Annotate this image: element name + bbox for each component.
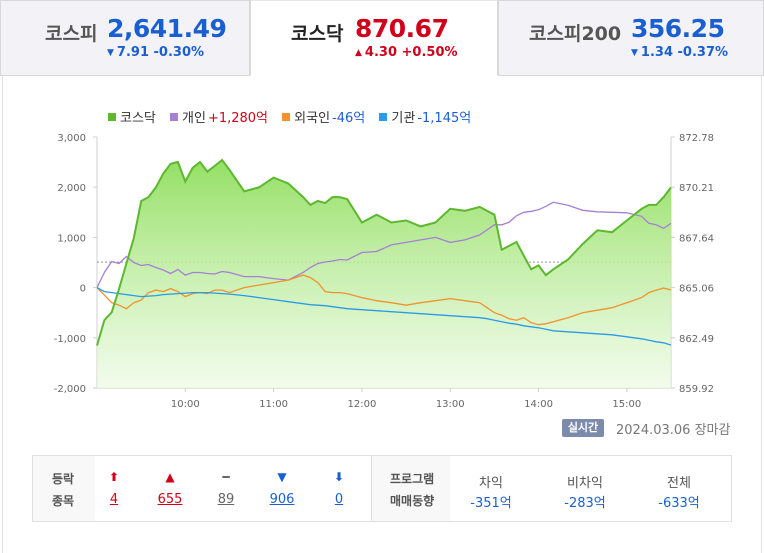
- non-arbitrage-label: 비차익: [567, 476, 603, 491]
- tab-kospi-change-amount: 7.91: [116, 45, 149, 60]
- series-line-institution: [96, 287, 672, 346]
- lower-limit-count[interactable]: 0: [334, 492, 344, 507]
- breadth-header: 등락 종목: [33, 456, 95, 521]
- tab-kosdaq-value: 870.67: [355, 14, 449, 43]
- y-right-tick-label: 862.49: [679, 334, 714, 345]
- tab-kospi200-name: 코스피200: [529, 23, 622, 45]
- y-left-tick-label: 1,000: [57, 233, 86, 244]
- chart-legend: 코스닥 개인 +1,280억 외국인 -46억 기관 -1,145억: [108, 107, 481, 126]
- falling-icon: ▼: [277, 470, 287, 484]
- tab-kospi-value: 2,641.49: [107, 14, 227, 43]
- arbitrage-value: -351억: [470, 496, 512, 511]
- series-line-kosdaq: [96, 158, 672, 346]
- program-header-top: 프로그램: [390, 472, 435, 486]
- falling-count[interactable]: 906: [269, 492, 295, 507]
- rising-count[interactable]: 655: [157, 492, 183, 507]
- program-header-bottom: 매매동향: [390, 494, 435, 508]
- legend-label: 기관: [391, 111, 416, 126]
- x-tick-label: 15:00: [612, 399, 641, 410]
- legend-value: -1,145억: [417, 111, 472, 126]
- tab-kospi-name: 코스피: [45, 23, 98, 45]
- y-left-tick-label: 0: [80, 284, 86, 295]
- tab-kospi200-change-pct: -0.37%: [677, 45, 729, 60]
- y-right-tick-label: 865.06: [679, 284, 714, 295]
- upper-limit-icon: ⬆: [108, 470, 120, 484]
- chart-axes: 3,000 2,000 1,000 0 -1,000 -2,000 872.78 870.21…: [54, 133, 714, 410]
- legend-item-institution[interactable]: 기관 -1,145억: [379, 107, 471, 126]
- x-tick-label: 13:00: [436, 399, 465, 410]
- legend-value: -46억: [332, 111, 366, 126]
- date-status: 2024.03.06 장마감: [616, 423, 731, 438]
- tab-kospi-change: ▼ 7.91 -0.30%: [107, 45, 204, 60]
- tab-kospi200-change: ▼ 1.34 -0.37%: [631, 45, 728, 60]
- chart-lines: [96, 158, 672, 346]
- tab-kosdaq-change: ▲ 4.30 +0.50%: [355, 45, 458, 60]
- unchanged-icon: ━: [222, 470, 230, 484]
- tab-kospi-change-pct: -0.30%: [153, 45, 205, 60]
- tab-kospi200-change-amount: 1.34: [640, 45, 673, 60]
- y-right-tick-label: 870.21: [679, 183, 714, 194]
- program-total-value: -633억: [658, 496, 700, 511]
- market-breadth-panel: 등락 종목 ⬆ 4 ▲ 655 ━ 89 ▼ 906 ⬇ 0 프로그램 매매동향…: [32, 455, 732, 522]
- series-line-individual: [96, 201, 672, 288]
- program-header: 프로그램 매매동향: [372, 456, 450, 521]
- legend-swatch: [108, 113, 116, 121]
- y-left-tick-label: 2,000: [57, 183, 86, 194]
- legend-swatch: [170, 113, 179, 121]
- tab-kospi200[interactable]: 코스피200 356.25 ▼ 1.34 -0.37%: [498, 0, 764, 76]
- tab-kosdaq-name: 코스닥: [291, 23, 344, 45]
- legend-item-kosdaq[interactable]: 코스닥: [108, 107, 156, 126]
- chart-panel: [2, 76, 762, 553]
- breadth-header-bottom: 종목: [52, 494, 75, 508]
- tab-kosdaq-change-amount: 4.30: [364, 45, 397, 60]
- y-left-tick-label: -2,000: [54, 384, 86, 395]
- non-arbitrage-value: -283억: [564, 496, 606, 511]
- tab-kosdaq[interactable]: 코스닥 870.67 ▲ 4.30 +0.50%: [250, 0, 498, 76]
- x-tick-label: 10:00: [171, 399, 200, 410]
- legend-label: 외국인: [294, 111, 331, 126]
- arbitrage-label: 차익: [479, 476, 503, 491]
- y-right-tick-label: 867.64: [679, 233, 714, 244]
- intraday-chart[interactable]: 3,000 2,000 1,000 0 -1,000 -2,000 872.78 870.21…: [0, 0, 764, 440]
- x-tick-label: 11:00: [259, 399, 288, 410]
- breadth-header-top: 등락: [52, 472, 75, 486]
- index-tabs: 코스피 2,641.49 ▼ 7.91 -0.30% 코스닥 870.67 ▲ 4.…: [0, 0, 764, 76]
- legend-item-individual[interactable]: 개인 +1,280억: [170, 107, 268, 126]
- y-right-tick-label: 859.92: [679, 384, 714, 395]
- legend-label: 개인: [182, 111, 206, 126]
- tab-kosdaq-change-pct: +0.50%: [401, 45, 458, 60]
- tab-kospi[interactable]: 코스피 2,641.49 ▼ 7.91 -0.30%: [0, 0, 250, 76]
- legend-swatch: [379, 113, 388, 121]
- lower-limit-icon: ⬇: [333, 470, 345, 484]
- tab-kospi200-value: 356.25: [631, 14, 725, 43]
- down-triangle-icon: ▼: [631, 48, 638, 58]
- legend-swatch: [282, 113, 291, 121]
- kosdaq-area-fill: [97, 160, 671, 388]
- rising-icon: ▲: [165, 470, 175, 484]
- x-tick-label: 14:00: [524, 399, 553, 410]
- legend-label: 코스닥: [120, 111, 156, 126]
- upper-limit-count[interactable]: 4: [109, 492, 119, 507]
- legend-value: +1,280억: [207, 111, 269, 126]
- y-right-tick-label: 872.78: [679, 133, 714, 144]
- legend-item-foreign[interactable]: 외국인 -46억: [282, 107, 365, 126]
- program-total-label: 전체: [667, 476, 691, 491]
- series-line-foreign: [96, 274, 672, 326]
- y-left-tick-label: 3,000: [57, 133, 86, 144]
- divider: [371, 456, 372, 521]
- unchanged-count[interactable]: 89: [217, 492, 235, 507]
- realtime-badge[interactable]: 실시간: [562, 419, 604, 437]
- chart-area: [97, 160, 671, 388]
- down-triangle-icon: ▼: [107, 48, 114, 58]
- y-left-tick-label: -1,000: [54, 334, 86, 345]
- up-triangle-icon: ▲: [355, 48, 362, 58]
- x-tick-label: 12:00: [348, 399, 377, 410]
